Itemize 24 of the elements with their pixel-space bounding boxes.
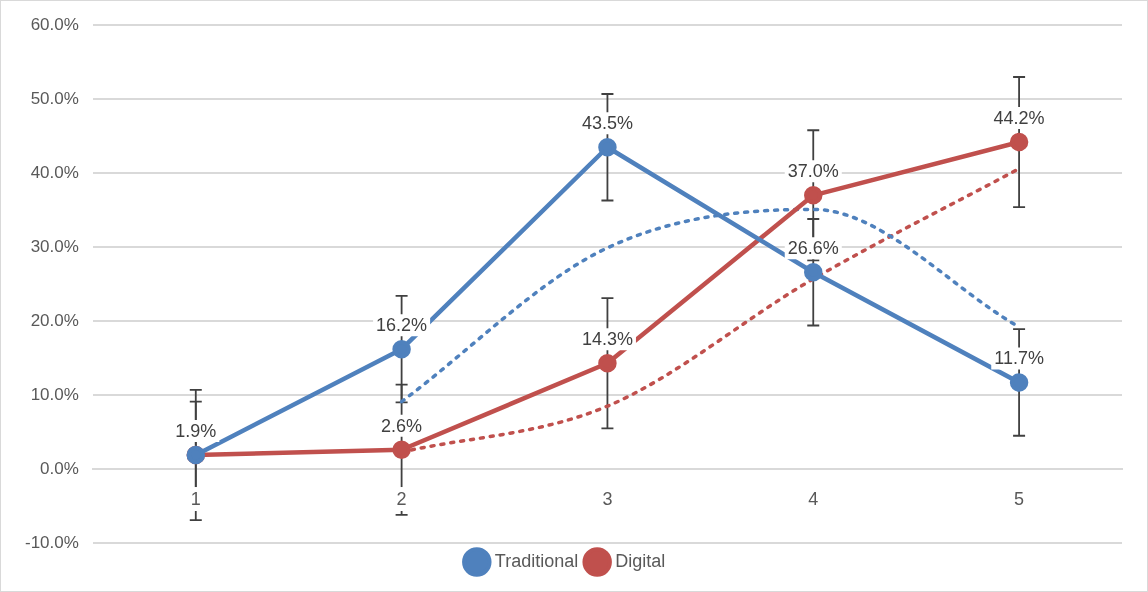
y-tick-label: 50.0% — [30, 88, 79, 108]
data-label: 11.7% — [994, 348, 1044, 369]
legend-label: Traditional — [494, 550, 579, 571]
y-tick-label: 60.0% — [30, 14, 79, 34]
y-tick-label: 0.0% — [40, 458, 79, 478]
x-tick-label: 2 — [396, 489, 407, 509]
data-label: 44.2% — [993, 108, 1045, 129]
x-tick-label: 4 — [808, 489, 819, 509]
legend-label: Digital — [615, 550, 666, 571]
y-tick-label: 30.0% — [30, 236, 79, 256]
y-tick-label: 20.0% — [30, 310, 79, 330]
y-tick-label: -10.0% — [24, 532, 79, 552]
x-tick-label: 3 — [602, 489, 613, 509]
data-label: 14.3% — [581, 329, 633, 350]
x-tick-label: 5 — [1014, 489, 1025, 509]
data-label: 16.2% — [376, 315, 428, 336]
data-label: 26.6% — [787, 238, 839, 259]
data-label: 1.9% — [175, 420, 217, 441]
data-label: 43.5% — [581, 113, 633, 134]
data-label: 2.6% — [381, 415, 423, 436]
y-tick-label: 40.0% — [30, 162, 79, 182]
data-label: 37.0% — [787, 161, 839, 182]
y-tick-label: 10.0% — [30, 384, 79, 404]
x-tick-label: 1 — [190, 489, 201, 509]
